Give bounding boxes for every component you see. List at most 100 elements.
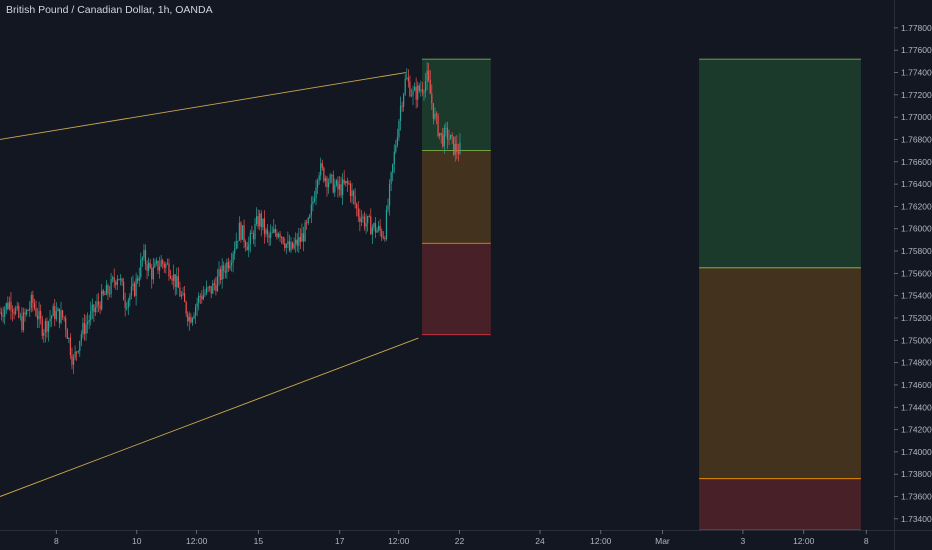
candle-body [116,279,118,285]
candle-body [218,269,220,277]
candle-body [184,293,186,302]
price-tick-label: 1.74200 [901,425,932,435]
candle-body [177,276,179,288]
candle-body [85,324,87,334]
candle-body [421,89,424,93]
position-zones [421,58,861,531]
candle-body [373,223,375,228]
candle-body [165,264,167,268]
candle-body [130,286,133,296]
candle-body [190,316,192,323]
candle-body [363,216,366,227]
price-axis[interactable]: 1.73400 1.73600 1.73800 1.74000 1.74200 1.744… [894,0,932,550]
candle-body [166,263,169,265]
candle-body [4,309,6,317]
price-tick-label: 1.76000 [901,224,932,234]
candle-body [309,215,311,218]
candle-body [96,301,98,308]
candle-body [395,145,397,152]
candle-body [423,91,425,93]
candle-body [99,304,101,310]
candle-body [88,319,90,323]
candle-body [10,301,12,310]
candle-body [445,127,447,129]
candle-body [459,142,461,154]
time-axis[interactable]: 8 10 12:00 15 17 12:00 22 24 12:00 Mar 3 12:00 8 [0,530,932,546]
candle-body [449,134,452,140]
price-tick-label: 1.75600 [901,268,932,278]
candle-body [237,240,239,242]
candle-body [66,329,68,339]
candle-body [51,316,53,319]
candle-body [235,241,237,249]
candle-body [268,234,270,238]
candle-body [340,184,342,196]
candle-body [207,287,209,289]
candle-body [456,143,458,152]
candle-body [246,246,248,251]
candle-body [187,313,189,322]
candle-body [213,283,215,285]
candle-body [115,281,117,285]
candle-body [196,302,198,308]
candle-body [79,340,81,351]
price-tick-label: 1.76600 [901,157,932,167]
time-tick-label: 8 [54,536,59,546]
candle-body [5,303,7,310]
candle-body [173,274,175,281]
candle-body [83,322,86,334]
candle-body [157,260,159,271]
candle-body [321,163,323,168]
candle-body [71,355,73,365]
price-tick-label: 1.75800 [901,246,932,256]
candle-body [43,332,45,336]
candle-body [351,190,353,197]
candle-body [388,183,391,206]
candle-body [448,139,450,141]
candle-body [288,241,291,251]
candle-body [158,266,161,271]
price-tick-label: 1.76800 [901,134,932,144]
candle-body [54,306,56,320]
candle-body [431,93,433,104]
candle-body [154,263,156,268]
candle-body [254,224,256,240]
candle-body [327,182,330,188]
candle-body [320,163,322,176]
candle-body [72,357,75,365]
candle-body [219,269,222,280]
candle-body [15,308,17,314]
candle-body [93,304,95,313]
candle-body [180,294,183,297]
candle-body [270,232,272,238]
candle-body [91,304,93,311]
candle-body [306,222,308,224]
candle-body [49,318,51,322]
time-tick-label: 24 [535,536,545,546]
candle-body [162,260,164,264]
candle-body [329,174,331,183]
candle-body [357,208,359,217]
candle-body [304,222,306,242]
candle-body [113,277,115,282]
candle-body [409,81,411,96]
time-tick-label: 12:00 [590,536,612,546]
candle-body [174,274,176,288]
candle-body [252,233,255,240]
candle-body [191,318,194,323]
candle-body [101,290,103,310]
candle-body [44,321,46,333]
candle-body [232,253,234,263]
candle-body [149,262,151,269]
candle-body [112,277,114,280]
candle-body [52,306,54,317]
candle-body [41,318,43,336]
candle-body [323,167,325,182]
candle-body [307,217,309,224]
candle-body [46,321,48,332]
price-tick-label: 1.74000 [901,447,932,457]
candle-body [257,216,259,227]
candle-body [332,174,334,193]
candle-body [241,225,244,240]
